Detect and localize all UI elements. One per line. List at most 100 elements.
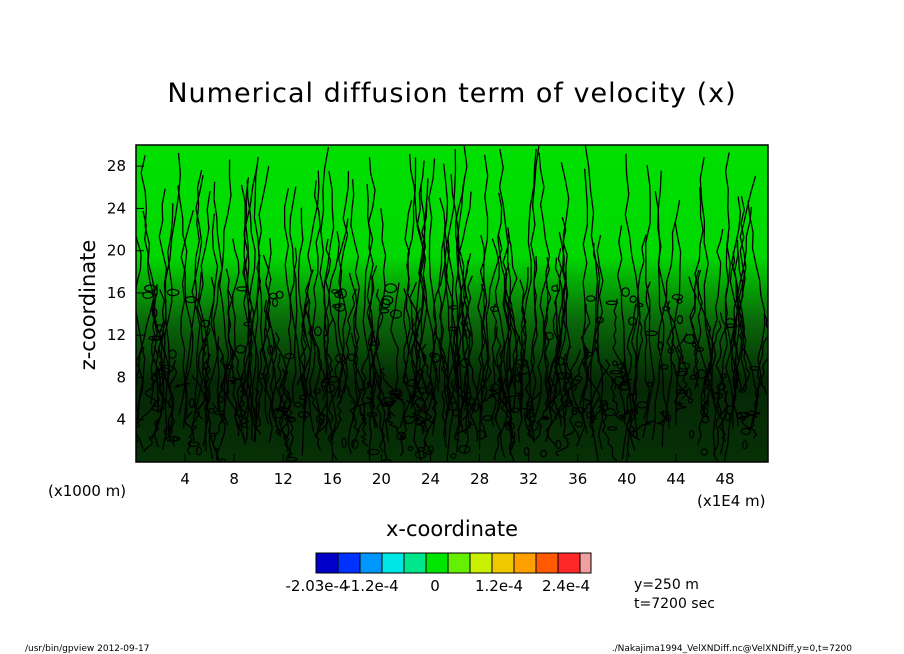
contour-line xyxy=(359,413,369,447)
contour-line xyxy=(493,356,503,461)
contour-loop xyxy=(467,397,475,405)
contour-line xyxy=(323,170,335,434)
contour-line xyxy=(589,359,611,437)
contour-loop xyxy=(235,344,246,354)
contour-loop xyxy=(381,397,394,407)
contour-loop xyxy=(460,320,469,327)
x-tick-label: 8 xyxy=(229,470,239,488)
contour-loop xyxy=(142,291,154,300)
contour-line xyxy=(738,175,757,390)
contour-line xyxy=(738,411,758,439)
contour-loop xyxy=(595,316,604,324)
contour-line xyxy=(191,374,206,420)
contour-loop xyxy=(599,399,608,407)
contour-loop xyxy=(396,431,407,441)
contour-loop xyxy=(151,307,158,318)
contour-line xyxy=(149,281,165,448)
contour-line xyxy=(213,181,230,424)
contour-line xyxy=(450,378,472,435)
contour-loop xyxy=(510,407,520,414)
contour-line xyxy=(336,288,358,399)
contour-line xyxy=(162,152,182,450)
x-tick-label: 36 xyxy=(568,470,587,488)
contour-loop xyxy=(742,440,748,450)
contour-line xyxy=(584,145,599,462)
contour-loop xyxy=(154,369,164,379)
x-unit-note: (x1E4 m) xyxy=(697,492,766,510)
y-tick-label: 4 xyxy=(116,411,126,429)
contour-loop xyxy=(612,360,618,367)
contour-loop xyxy=(603,408,616,417)
contour-line xyxy=(521,407,534,411)
contour-loop xyxy=(143,284,157,292)
contour-line xyxy=(716,390,727,442)
y-tick-label: 20 xyxy=(107,242,126,260)
contour-loop xyxy=(539,449,548,458)
contour-loop xyxy=(378,308,390,314)
contour-line xyxy=(478,234,503,425)
contour-loop xyxy=(514,373,522,383)
contour-loop xyxy=(574,407,586,414)
contour-line xyxy=(191,387,209,435)
contour-line xyxy=(397,394,408,457)
contour-line xyxy=(379,367,396,417)
contour-line xyxy=(140,155,158,405)
contour-line xyxy=(735,195,746,389)
contour-loop xyxy=(275,290,284,299)
contour-loop xyxy=(557,371,571,380)
contour-loop xyxy=(605,300,619,306)
contour-line xyxy=(748,410,761,418)
contour-line xyxy=(490,303,498,427)
contour-line xyxy=(454,191,472,419)
contour-loop xyxy=(523,446,530,456)
contour-line xyxy=(748,356,768,431)
contour-loop xyxy=(573,375,583,382)
colorbar-swatch xyxy=(557,552,581,574)
contour-line xyxy=(538,152,553,395)
contour-loop xyxy=(449,304,459,310)
contour-loop xyxy=(667,347,675,354)
contour-loop xyxy=(394,388,403,399)
contour-line xyxy=(274,353,286,441)
contour-loop xyxy=(749,365,761,371)
contour-line xyxy=(240,184,257,431)
colorbar-swatch xyxy=(337,552,361,574)
contour-line xyxy=(747,200,766,422)
colorbar-swatch xyxy=(579,552,592,574)
contour-line xyxy=(477,235,488,404)
contour-loop xyxy=(275,428,282,435)
contour-line xyxy=(505,287,520,405)
contour-line xyxy=(636,419,656,431)
contour-loop xyxy=(297,411,310,419)
contour-loop xyxy=(738,388,746,393)
contour-line xyxy=(560,162,571,416)
contour-loop xyxy=(201,362,209,371)
contour-loop xyxy=(458,444,471,454)
contour-line xyxy=(694,187,704,390)
contour-loop xyxy=(450,453,457,459)
contour-line xyxy=(371,208,387,429)
contour-loop xyxy=(563,399,572,408)
contour-line xyxy=(579,243,601,406)
contour-loop xyxy=(459,358,471,369)
contour-line xyxy=(264,283,278,428)
contour-loop xyxy=(647,381,653,387)
contour-line xyxy=(227,339,246,443)
contour-loop xyxy=(555,439,562,450)
contour-line xyxy=(254,388,262,435)
contour-loop xyxy=(313,388,321,395)
y-tick-label: 28 xyxy=(107,157,126,175)
contour-loop xyxy=(448,326,459,332)
contour-loop xyxy=(430,352,441,363)
contour-loop xyxy=(163,426,174,436)
contour-line xyxy=(280,368,290,452)
contour-loop xyxy=(390,309,403,319)
contour-loop xyxy=(629,295,637,304)
x-tick-label: 12 xyxy=(274,470,293,488)
contour-loop xyxy=(628,316,637,326)
colorbar-label: 0 xyxy=(430,577,440,595)
contour-line xyxy=(428,158,437,436)
contour-loop xyxy=(184,296,198,304)
contour-line xyxy=(191,271,204,442)
contour-loop xyxy=(686,388,692,399)
